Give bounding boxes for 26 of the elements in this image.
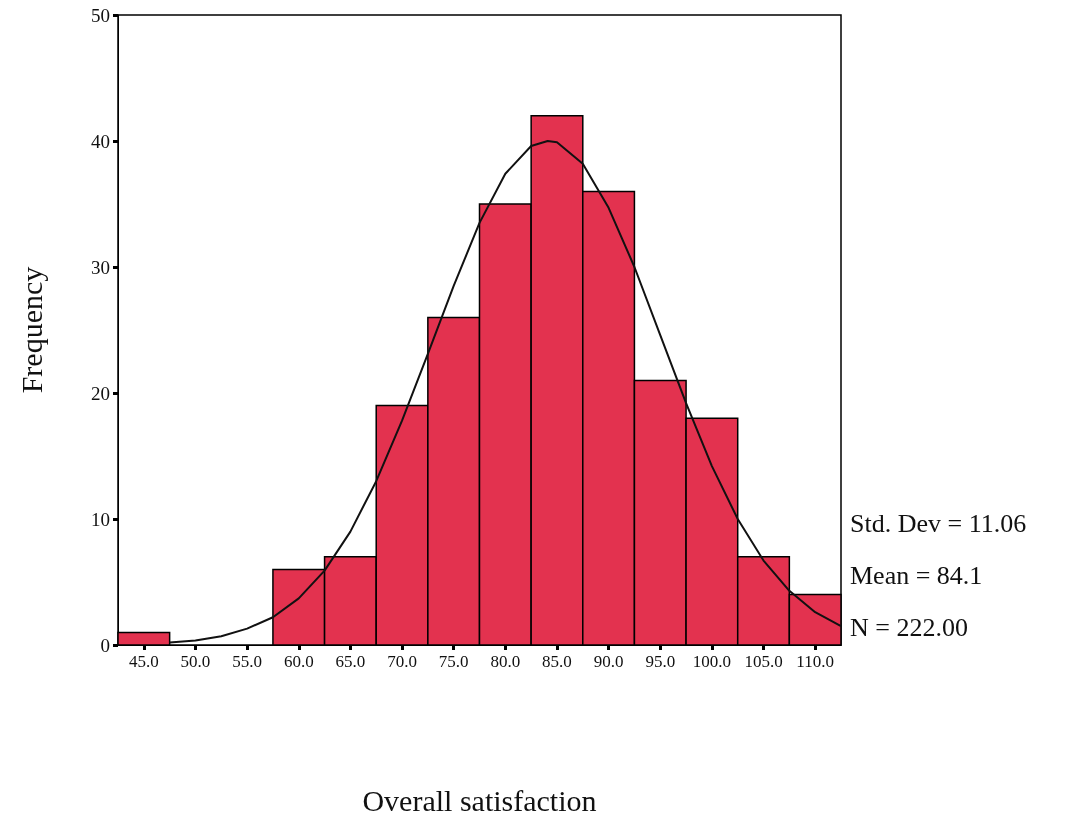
x-tick-label: 60.0 [283, 652, 314, 671]
x-tick-label: 110.0 [796, 652, 834, 671]
text: Std. Dev = 11.06 [850, 508, 1027, 538]
x-tick-label: 55.0 [232, 652, 262, 671]
x-tick-label: 105.0 [744, 652, 783, 671]
y-tick-label: 40 [91, 130, 110, 152]
y-tick-label: 30 [91, 256, 110, 278]
x-tick-label: 90.0 [593, 652, 624, 671]
text: N = 222.00 [850, 612, 968, 642]
x-tick-label: 100.0 [692, 652, 732, 671]
x-tick-label: 65.0 [335, 652, 366, 671]
y-tick-label: 0 [100, 634, 110, 656]
x-tick-label: 85.0 [542, 652, 572, 671]
y-tick-label: 10 [91, 508, 110, 530]
text: Mean = 84.1 [850, 560, 983, 590]
x-tick-label: 80.0 [490, 652, 521, 671]
line-series [168, 140, 842, 644]
x-tick-label: 50.0 [180, 652, 211, 671]
y-tick-label: 20 [91, 382, 110, 404]
y-axis-title: Frequency [14, 266, 48, 394]
x-axis-title: Overall satisfaction [362, 783, 597, 817]
x-tick-label: 75.0 [438, 652, 469, 671]
x-tick-label: 95.0 [645, 652, 676, 671]
y-tick-label: 50 [91, 4, 110, 26]
x-tick-label: 70.0 [387, 652, 417, 671]
x-tick-label: 45.0 [128, 652, 159, 671]
